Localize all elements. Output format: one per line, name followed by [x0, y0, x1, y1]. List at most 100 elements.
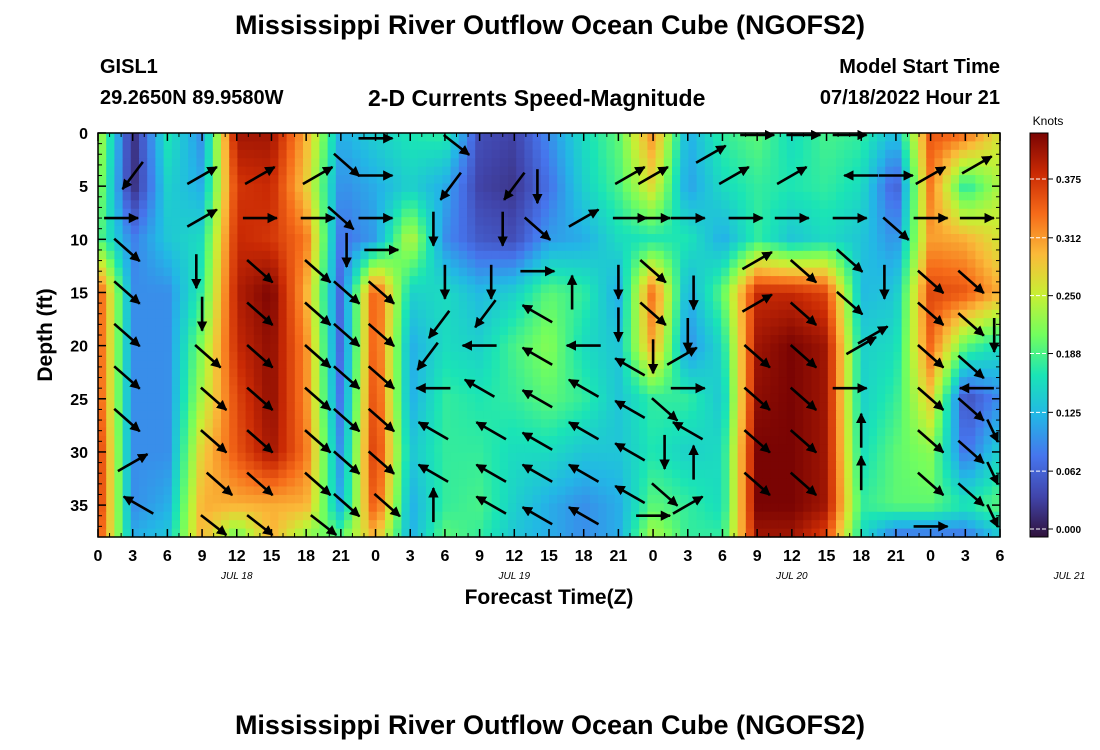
heatmap-cell [991, 158, 1001, 168]
heatmap-cell [639, 225, 648, 235]
heatmap-cell [278, 259, 288, 269]
heatmap-cell [155, 494, 165, 504]
heatmap-cell [672, 133, 681, 143]
heatmap-cell [122, 385, 132, 395]
heatmap-cell [540, 444, 550, 454]
heatmap-cell [909, 133, 919, 143]
heatmap-cell [680, 309, 689, 319]
heatmap-cell [983, 267, 993, 277]
heatmap-cell [106, 385, 115, 395]
heatmap-cell [934, 141, 944, 151]
heatmap-cell [270, 511, 279, 521]
heatmap-cell [139, 478, 148, 488]
heatmap-cell [540, 301, 550, 311]
heatmap-cell [713, 217, 722, 227]
heatmap-cell [950, 335, 960, 345]
heatmap-cell [98, 191, 107, 201]
heatmap-cell [516, 410, 525, 420]
heatmap-cell [827, 225, 837, 235]
heatmap-cell [959, 259, 968, 269]
heatmap-cell [819, 335, 829, 345]
heatmap-cell [606, 200, 616, 210]
heatmap-cell [229, 200, 238, 210]
heatmap-cell [573, 149, 583, 159]
heatmap-cell [327, 301, 337, 311]
heatmap-cell [877, 461, 886, 471]
heatmap-cell [868, 259, 878, 269]
heatmap-cell [754, 309, 763, 319]
heatmap-cell [762, 393, 771, 403]
heatmap-cell [590, 343, 599, 353]
heatmap-cell [573, 393, 583, 403]
heatmap-cell [606, 158, 616, 168]
heatmap-cell [294, 469, 304, 479]
heatmap-cell [540, 478, 550, 488]
heatmap-cell [450, 486, 460, 496]
heatmap-cell [680, 402, 689, 412]
heatmap-cell [868, 149, 878, 159]
heatmap-cell [434, 259, 443, 269]
heatmap-cell [819, 175, 829, 185]
heatmap-cell [139, 343, 148, 353]
heatmap-cell [819, 393, 829, 403]
heatmap-cell [253, 410, 263, 420]
heatmap-cell [614, 368, 624, 378]
heatmap-cell [508, 250, 517, 260]
heatmap-cell [663, 402, 673, 412]
heatmap-cell [688, 419, 698, 429]
heatmap-cell [836, 242, 845, 252]
heatmap-cell [647, 486, 657, 496]
heatmap-cell [770, 393, 780, 403]
heatmap-cell [344, 351, 353, 361]
heatmap-cell [221, 276, 230, 286]
heatmap-cell [704, 166, 714, 176]
heatmap-cell [352, 494, 361, 504]
heatmap-cell [770, 301, 780, 311]
heatmap-cell [934, 242, 944, 252]
heatmap-cell [786, 267, 796, 277]
heatmap-cell [844, 436, 853, 446]
heatmap-cell [713, 368, 722, 378]
heatmap-cell [294, 191, 304, 201]
heatmap-cell [795, 478, 804, 488]
heatmap-cell [573, 486, 583, 496]
heatmap-cell [262, 175, 271, 185]
heatmap-cell [704, 301, 714, 311]
heatmap-cell [319, 259, 329, 269]
heatmap-cell [508, 452, 517, 462]
heatmap-cell [786, 175, 796, 185]
heatmap-cell [631, 419, 640, 429]
heatmap-cell [327, 225, 337, 235]
heatmap-cell [704, 335, 714, 345]
heatmap-cell [344, 377, 353, 387]
heatmap-cell [442, 478, 452, 488]
heatmap-cell [360, 292, 370, 302]
heatmap-cell [950, 486, 960, 496]
heatmap-cell [278, 511, 288, 521]
heatmap-cell [139, 326, 148, 336]
heatmap-cell [819, 166, 829, 176]
heatmap-cell [639, 200, 648, 210]
heatmap-cell [844, 301, 853, 311]
heatmap-cell [171, 427, 181, 437]
heatmap-cell [614, 478, 624, 488]
heatmap-cell [754, 469, 763, 479]
heatmap-cell [770, 242, 780, 252]
heatmap-cell [401, 200, 411, 210]
heatmap-cell [680, 301, 689, 311]
heatmap-cell [573, 326, 583, 336]
heatmap-cell [401, 343, 411, 353]
heatmap-cell [434, 183, 443, 193]
heatmap-cell [713, 452, 722, 462]
heatmap-cell [237, 393, 247, 403]
heatmap-cell [983, 309, 993, 319]
heatmap-cell [319, 436, 329, 446]
heatmap-cell [458, 377, 468, 387]
heatmap-cell [827, 436, 837, 446]
heatmap-cell [680, 175, 689, 185]
heatmap-cell [721, 351, 730, 361]
heatmap-cell [721, 452, 730, 462]
heatmap-cell [327, 486, 337, 496]
heatmap-cell [319, 503, 329, 513]
heatmap-cell [499, 276, 509, 286]
